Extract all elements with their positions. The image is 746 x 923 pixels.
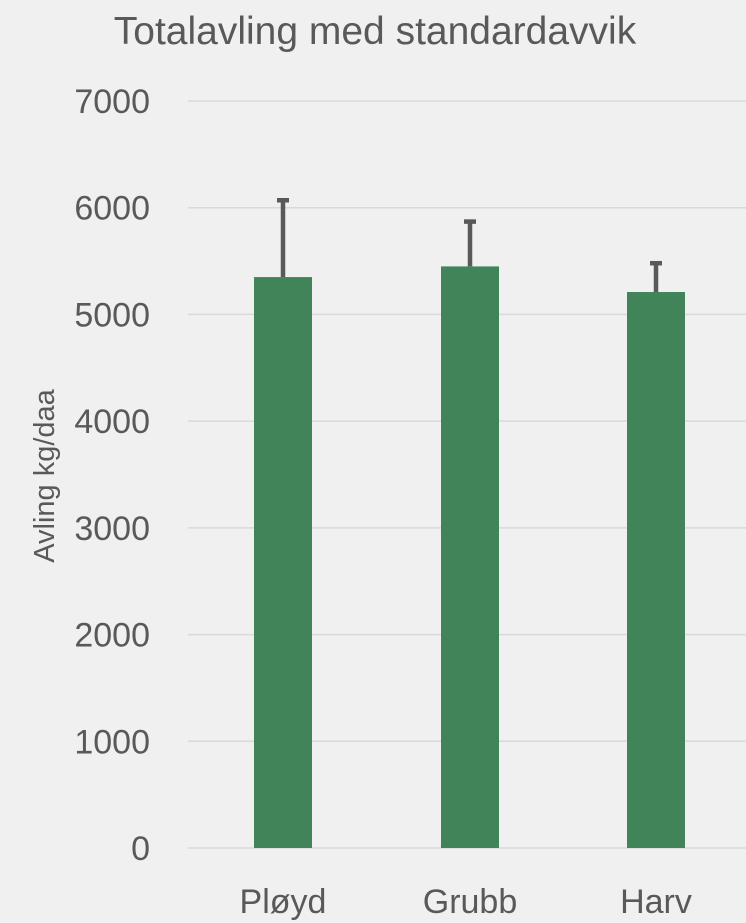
x-axis-category-labels: Pløyd Grubb Harv: [240, 883, 692, 921]
y-tick-label: 4000: [74, 403, 150, 441]
error-bars: [277, 197, 662, 293]
bar-1: [254, 277, 312, 848]
bar-3: [627, 292, 685, 849]
bar-2: [441, 266, 499, 849]
y-tick-label: 1000: [74, 723, 150, 761]
y-tick-label: 7000: [74, 83, 150, 121]
y-tick-label: 5000: [74, 296, 150, 334]
x-category-label: Grubb: [423, 883, 518, 921]
x-category-label: Harv: [620, 883, 692, 921]
y-tick-label: 6000: [74, 190, 150, 228]
y-tick-label: 3000: [74, 510, 150, 548]
y-axis-tick-labels: 0 1000 2000 3000 4000 5000 6000 7000: [74, 83, 150, 868]
y-axis-title: Avling kg/daa: [29, 388, 61, 562]
chart-title: Totalavling med standardavvik: [114, 10, 637, 53]
bars: [254, 266, 685, 849]
x-category-label: Pløyd: [240, 883, 327, 921]
y-tick-label: 2000: [74, 617, 150, 655]
y-tick-label: 0: [131, 830, 150, 868]
